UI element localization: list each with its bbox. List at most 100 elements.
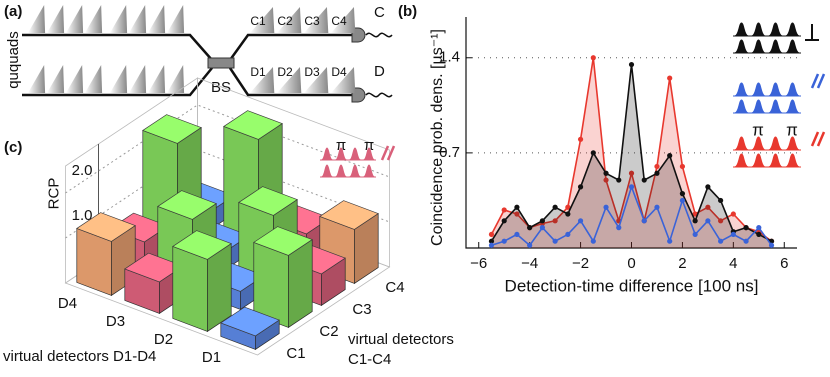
data-point [680,198,685,203]
data-point [654,171,659,176]
input-label: ququads [5,31,22,89]
panel-label: (b) [398,3,417,20]
col-label: C1 [286,345,305,362]
pulse-train [733,154,801,167]
pulse [47,5,64,33]
x-tick-label: 0 [627,255,635,272]
x-tick-label: −4 [521,255,538,272]
data-point [514,232,519,237]
col-label: C3 [352,301,371,318]
output-label: C [374,4,385,21]
pulse [28,5,45,33]
pulse-train [733,40,801,53]
data-point [489,232,494,237]
z-tick-label: 2.0 [72,162,93,179]
data-point [565,232,570,237]
bar-face [173,246,208,331]
bin-label: D1 [250,65,266,79]
data-point [680,164,685,169]
pulse-train [733,100,801,113]
bin-label: D4 [331,65,347,79]
data-point [629,184,634,189]
row-label: D1 [202,349,221,366]
phase-label: π [336,137,346,154]
data-point [629,62,634,67]
x-axis-label: Detection-time difference [100 ns] [505,276,759,295]
col-axis-label: virtual detectors [348,331,454,348]
data-point [680,191,685,196]
data-point [578,218,583,223]
data-point [553,239,558,244]
row-axis-label: virtual detectors D1-D4 [3,348,156,365]
data-point [527,243,532,248]
data-point [591,55,596,60]
pulse [148,5,165,33]
col-label: C2 [319,323,338,340]
data-point [616,225,621,230]
data-point [642,177,647,182]
data-point [591,239,596,244]
row-label: D2 [154,331,173,348]
data-point [667,239,672,244]
pulse [148,65,165,93]
data-point [743,239,748,244]
panel-label: (a) [4,3,22,20]
data-point [769,243,774,248]
data-point [731,232,736,237]
x-tick-label: 2 [678,255,686,272]
x-tick-label: −2 [572,255,589,272]
data-point [540,218,545,223]
data-point [578,137,583,142]
data-point [502,239,507,244]
data-point [705,184,710,189]
y-axis-label: Coincidence prob. dens. [µs⁻¹] [429,29,446,246]
pulse [129,65,146,93]
pulse-train [733,83,801,96]
data-point [705,218,710,223]
panel-c: (c) 1.02.0RCPD1D2D3D4C1C2C3C4virtual det… [3,78,454,368]
data-point [667,153,672,158]
data-point [667,76,672,81]
parallel-symbol [812,132,824,146]
bs-label: BS [211,79,231,96]
data-point [654,164,659,169]
data-point [591,150,596,155]
data-point [502,207,507,212]
x-tick-label: 6 [780,255,788,272]
pulse [167,5,184,33]
data-point [553,205,558,210]
data-point [718,239,723,244]
beam-splitter [208,58,234,68]
data-point [642,218,647,223]
panel-a: (a) ququads BS C D C1C2C3C4D1D2D3D4 [4,3,392,102]
pulse [110,5,127,33]
bin-label: D3 [304,65,320,79]
col-axis-label: C1-C4 [348,351,391,368]
row-label: D4 [58,295,77,312]
z-axis-label: RCP [45,178,62,210]
data-point [603,171,608,176]
pulse [47,65,64,93]
pulse [110,65,127,93]
data-point [616,177,621,182]
data-point [743,225,748,230]
data-point [514,205,519,210]
data-point [654,205,659,210]
pulse [66,5,83,33]
bar-3d [254,227,312,328]
panel-b: (b) 0.71.4−6−4−20246Detection-time diffe… [398,3,824,296]
pulse-train [733,23,801,36]
row-label: D3 [106,313,125,330]
data-point [756,232,761,237]
bar-3d [173,231,231,332]
data-point [756,225,761,230]
data-point [603,205,608,210]
data-point [540,225,545,230]
data-point [718,198,723,203]
panel-label: (c) [4,139,22,156]
pulse [85,5,102,33]
phase-label: π [364,137,374,154]
pulse [85,65,102,93]
x-tick-label: −6 [470,255,487,272]
